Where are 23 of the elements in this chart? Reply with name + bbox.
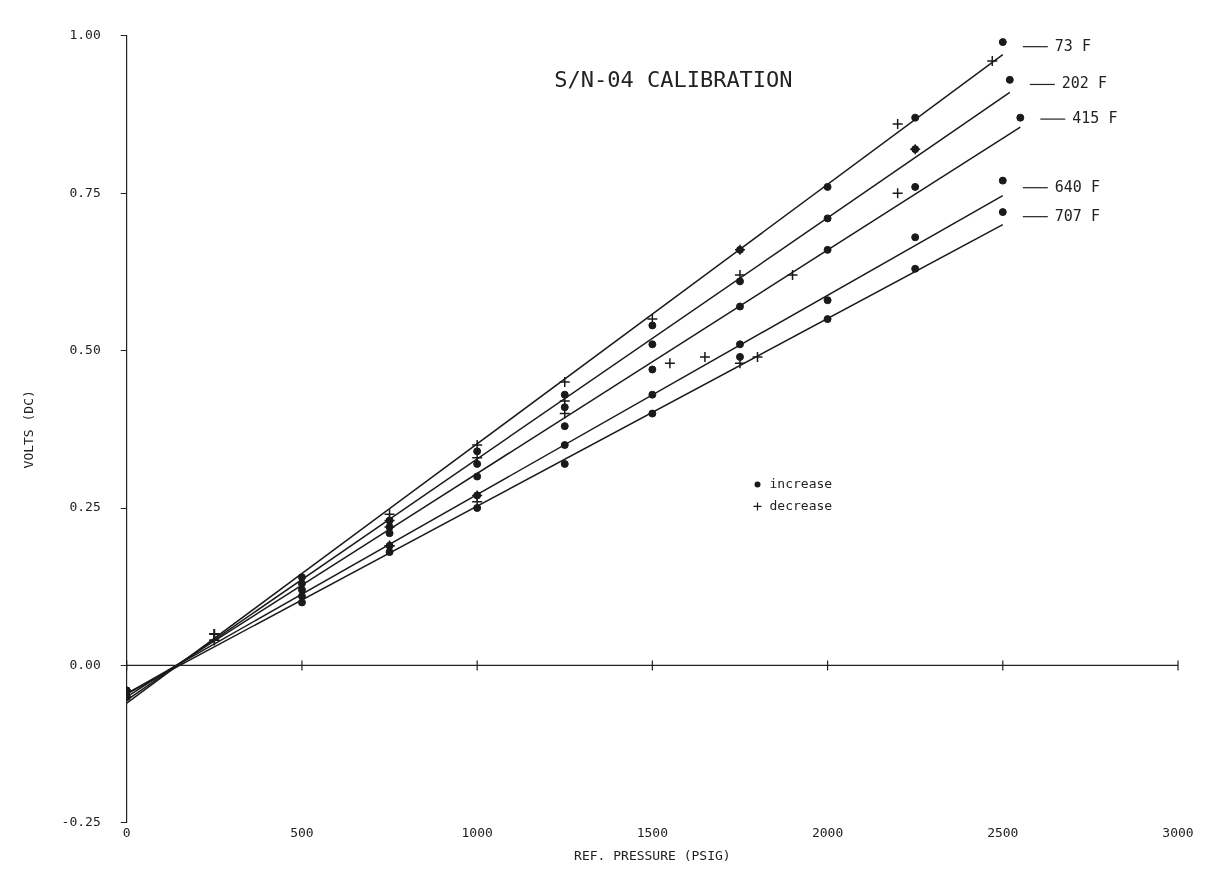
x-tick-label: 2000 — [811, 824, 844, 840]
legend-label: 202 F — [1061, 74, 1107, 93]
x-tick-label: 1500 — [636, 824, 669, 840]
x-tick-label: 500 — [290, 824, 314, 840]
x-tick-label: 2500 — [987, 824, 1019, 840]
x-tick-label: 3000 — [1162, 824, 1194, 840]
y-tick-label: 0.75 — [69, 184, 101, 200]
legend-label: 73 F — [1054, 36, 1091, 55]
text: S/N-04 CALIBRATION — [554, 66, 793, 92]
y-tick-label: 0.50 — [69, 341, 101, 357]
y-tick-label: 0.25 — [69, 499, 101, 515]
x-tick-label: 1000 — [461, 824, 493, 840]
legend-label: 707 F — [1054, 206, 1100, 225]
x-tick-label: 0 — [122, 824, 131, 840]
legend-label: increase — [769, 475, 833, 491]
legend-label: 415 F — [1072, 108, 1118, 127]
y-tick-label: -0.25 — [61, 814, 101, 830]
y-tick-label: 0.00 — [69, 656, 101, 672]
y-tick-label: 1.00 — [69, 27, 101, 43]
y-axis-title: VOLTS (DC) — [21, 390, 37, 469]
x-axis-title: REF. PRESSURE (PSIG) — [574, 847, 731, 863]
legend-label: 640 F — [1054, 177, 1100, 196]
legend-label: decrease — [769, 497, 833, 513]
